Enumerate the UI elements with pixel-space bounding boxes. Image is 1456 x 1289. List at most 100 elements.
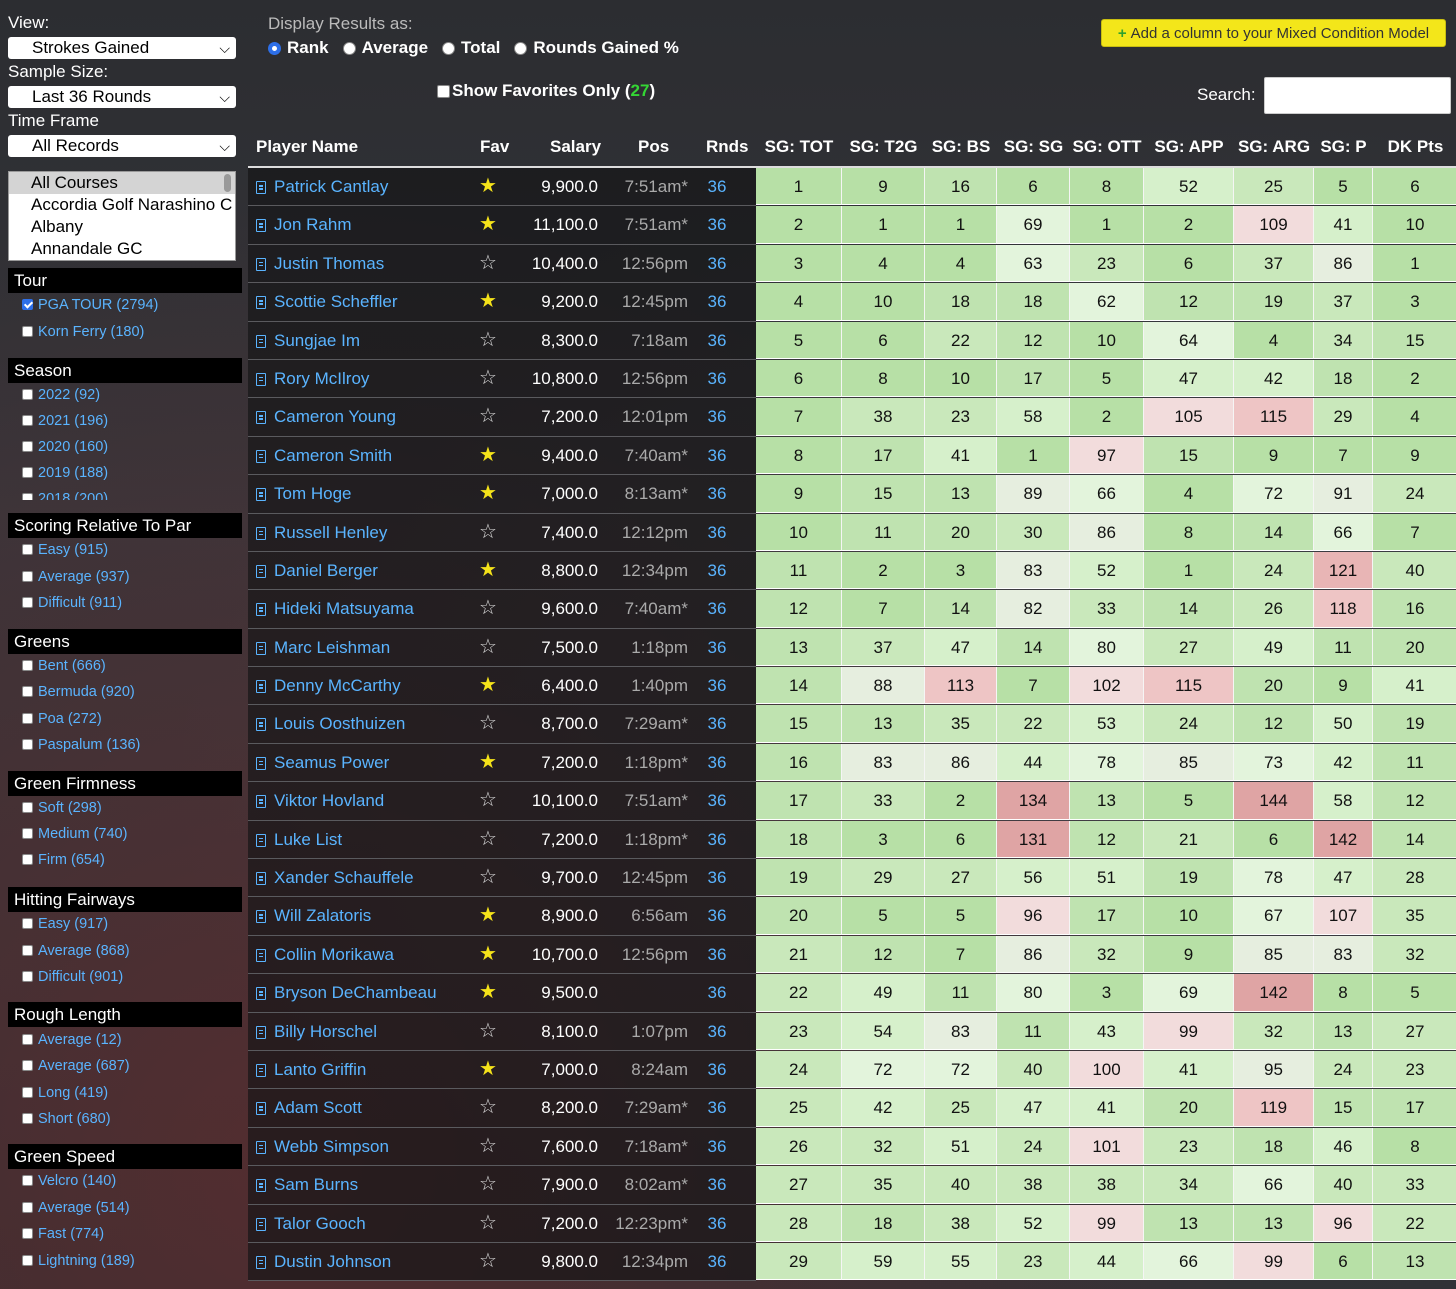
- rnds-cell[interactable]: 36: [707, 1136, 727, 1156]
- filter-option-speed[interactable]: Average (514): [22, 1198, 130, 1218]
- filter-option-season[interactable]: 2019 (188): [22, 463, 108, 483]
- player-link[interactable]: Hideki Matsuyama: [256, 590, 414, 627]
- column-header[interactable]: Rnds: [706, 137, 749, 156]
- player-link[interactable]: Russell Henley: [256, 514, 387, 551]
- filter-checkbox[interactable]: [22, 712, 33, 724]
- rnds-cell[interactable]: 36: [707, 752, 727, 772]
- table-row[interactable]: Louis Oosthuizen ☆ 8,700.0 7:29am* 36 15 13 35 2…: [248, 705, 1456, 744]
- filter-checkbox[interactable]: [22, 802, 33, 813]
- star-filled-icon[interactable]: ★: [479, 942, 497, 965]
- rnds-cell[interactable]: 36: [707, 676, 727, 696]
- rnds-cell[interactable]: 36: [707, 1098, 727, 1118]
- filter-option-firmness[interactable]: Soft (298): [22, 798, 102, 818]
- filter-checkbox[interactable]: [22, 944, 33, 956]
- course-list-scrollbar[interactable]: [224, 174, 231, 192]
- table-row[interactable]: Viktor Hovland ☆ 10,100.0 7:51am* 36 17 33 2 134…: [248, 782, 1456, 821]
- table-row[interactable]: Webb Simpson ☆ 7,600.0 7:18am* 36 26 32 51 24 101…: [248, 1127, 1456, 1167]
- filter-checkbox[interactable]: [22, 738, 33, 750]
- filter-checkbox[interactable]: [22, 441, 33, 452]
- filter-checkbox[interactable]: [22, 389, 33, 400]
- rnds-cell[interactable]: 36: [707, 983, 727, 1003]
- player-link[interactable]: Dustin Johnson: [256, 1243, 391, 1280]
- star-outline-icon[interactable]: ☆: [479, 789, 497, 812]
- star-outline-icon[interactable]: ☆: [479, 827, 497, 850]
- player-link[interactable]: Justin Thomas: [256, 245, 384, 282]
- course-option[interactable]: All Courses: [9, 172, 235, 194]
- table-row[interactable]: Marc Leishman ☆ 7,500.0 1:18pm 36 13 37 47 14 80 2…: [248, 628, 1456, 668]
- filter-checkbox[interactable]: [22, 971, 33, 982]
- player-link[interactable]: Lanto Griffin: [256, 1051, 366, 1088]
- table-row[interactable]: Billy Horschel ☆ 8,100.0 1:07pm 36 23 54 83 11 43…: [248, 1012, 1456, 1051]
- filter-checkbox[interactable]: [22, 828, 33, 839]
- player-link[interactable]: Denny McCarthy: [256, 667, 401, 704]
- player-link[interactable]: Collin Morikawa: [256, 936, 394, 973]
- table-row[interactable]: Sungjae Im ☆ 8,300.0 7:18am 36 5 6 22 12 10 64 4 34 1…: [248, 321, 1456, 360]
- player-link[interactable]: Webb Simpson: [256, 1128, 389, 1165]
- filter-checkbox[interactable]: [22, 1060, 33, 1072]
- rnds-cell[interactable]: 36: [707, 560, 727, 580]
- filter-option-rough[interactable]: Average (687): [22, 1056, 130, 1076]
- star-outline-icon[interactable]: ☆: [479, 1211, 497, 1234]
- star-filled-icon[interactable]: ★: [479, 213, 497, 236]
- rnds-cell[interactable]: 36: [707, 445, 727, 465]
- filter-checkbox[interactable]: [22, 1175, 33, 1186]
- star-outline-icon[interactable]: ☆: [479, 712, 497, 735]
- table-row[interactable]: Sam Burns ☆ 7,900.0 8:02am* 36 27 35 40 38 38 34 66…: [248, 1166, 1456, 1205]
- filter-option-season[interactable]: 2021 (196): [22, 411, 108, 431]
- player-link[interactable]: Scottie Scheffler: [256, 283, 397, 320]
- star-filled-icon[interactable]: ★: [479, 558, 497, 581]
- filter-option-speed[interactable]: Lightning (189): [22, 1251, 135, 1271]
- filter-option-fairways[interactable]: Difficult (901): [22, 967, 123, 987]
- star-filled-icon[interactable]: ★: [479, 290, 497, 313]
- filter-checkbox[interactable]: [22, 1228, 33, 1239]
- player-link[interactable]: Adam Scott: [256, 1089, 362, 1126]
- rnds-cell[interactable]: 36: [707, 1175, 727, 1195]
- favorites-only-toggle[interactable]: Show Favorites Only (27): [437, 81, 655, 101]
- star-outline-icon[interactable]: ☆: [479, 635, 497, 658]
- filter-option-tour[interactable]: Korn Ferry (180): [22, 322, 144, 342]
- table-row[interactable]: Will Zalatoris ★ 8,900.0 6:56am 36 20 5 5 96 17 10…: [248, 897, 1456, 936]
- player-link[interactable]: Jon Rahm: [256, 206, 351, 243]
- filter-option-scoring[interactable]: Difficult (911): [22, 593, 122, 613]
- star-outline-icon[interactable]: ☆: [479, 1134, 497, 1157]
- filter-checkbox[interactable]: [22, 1034, 33, 1045]
- rnds-cell[interactable]: 36: [707, 1059, 727, 1079]
- column-header[interactable]: Fav: [480, 137, 510, 156]
- table-row[interactable]: Dustin Johnson ☆ 9,800.0 12:34pm 36 29 59 55 23 4…: [248, 1242, 1456, 1282]
- player-link[interactable]: Marc Leishman: [256, 629, 390, 666]
- table-row[interactable]: Scottie Scheffler ★ 9,200.0 12:45pm 36 4 10 18 1…: [248, 283, 1456, 322]
- filter-option-scoring[interactable]: Average (937): [22, 567, 130, 587]
- time-frame-select[interactable]: All Records ⌵: [8, 135, 236, 157]
- column-header[interactable]: SG: SG: [1003, 137, 1064, 156]
- player-link[interactable]: Rory McIlroy: [256, 360, 369, 397]
- star-outline-icon[interactable]: ☆: [479, 1173, 497, 1196]
- player-link[interactable]: Bryson DeChambeau: [256, 974, 437, 1011]
- table-row[interactable]: Collin Morikawa ★ 10,700.0 12:56pm 36 21 12 7 86…: [248, 935, 1456, 975]
- filter-option-rough[interactable]: Long (419): [22, 1083, 108, 1103]
- filter-checkbox[interactable]: [22, 686, 33, 698]
- star-outline-icon[interactable]: ☆: [479, 866, 497, 889]
- rnds-cell[interactable]: 36: [707, 330, 727, 350]
- star-outline-icon[interactable]: ☆: [479, 251, 497, 274]
- radio-button[interactable]: [342, 41, 356, 55]
- filter-option-season[interactable]: 2020 (160): [22, 437, 108, 457]
- star-filled-icon[interactable]: ★: [479, 443, 497, 466]
- rnds-cell[interactable]: 36: [707, 714, 727, 734]
- star-filled-icon[interactable]: ★: [479, 674, 497, 697]
- filter-checkbox[interactable]: [22, 597, 33, 608]
- filter-option-greens[interactable]: Poa (272): [22, 709, 102, 729]
- radio-rounds-gained-[interactable]: Rounds Gained %: [514, 38, 679, 58]
- rnds-cell[interactable]: 36: [707, 944, 727, 964]
- radio-rank[interactable]: Rank: [268, 38, 329, 58]
- rnds-cell[interactable]: 36: [707, 637, 727, 657]
- column-header[interactable]: SG: ARG: [1237, 137, 1311, 156]
- radio-button[interactable]: [514, 41, 528, 55]
- star-outline-icon[interactable]: ☆: [479, 366, 497, 389]
- rnds-cell[interactable]: 36: [707, 177, 727, 196]
- radio-average[interactable]: Average: [342, 38, 428, 58]
- filter-option-speed[interactable]: Velcro (140): [22, 1171, 116, 1191]
- player-link[interactable]: Louis Oosthuizen: [256, 705, 405, 742]
- filter-option-firmness[interactable]: Firm (654): [22, 850, 105, 870]
- column-header[interactable]: SG: T2G: [849, 137, 918, 156]
- player-link[interactable]: Viktor Hovland: [256, 782, 384, 819]
